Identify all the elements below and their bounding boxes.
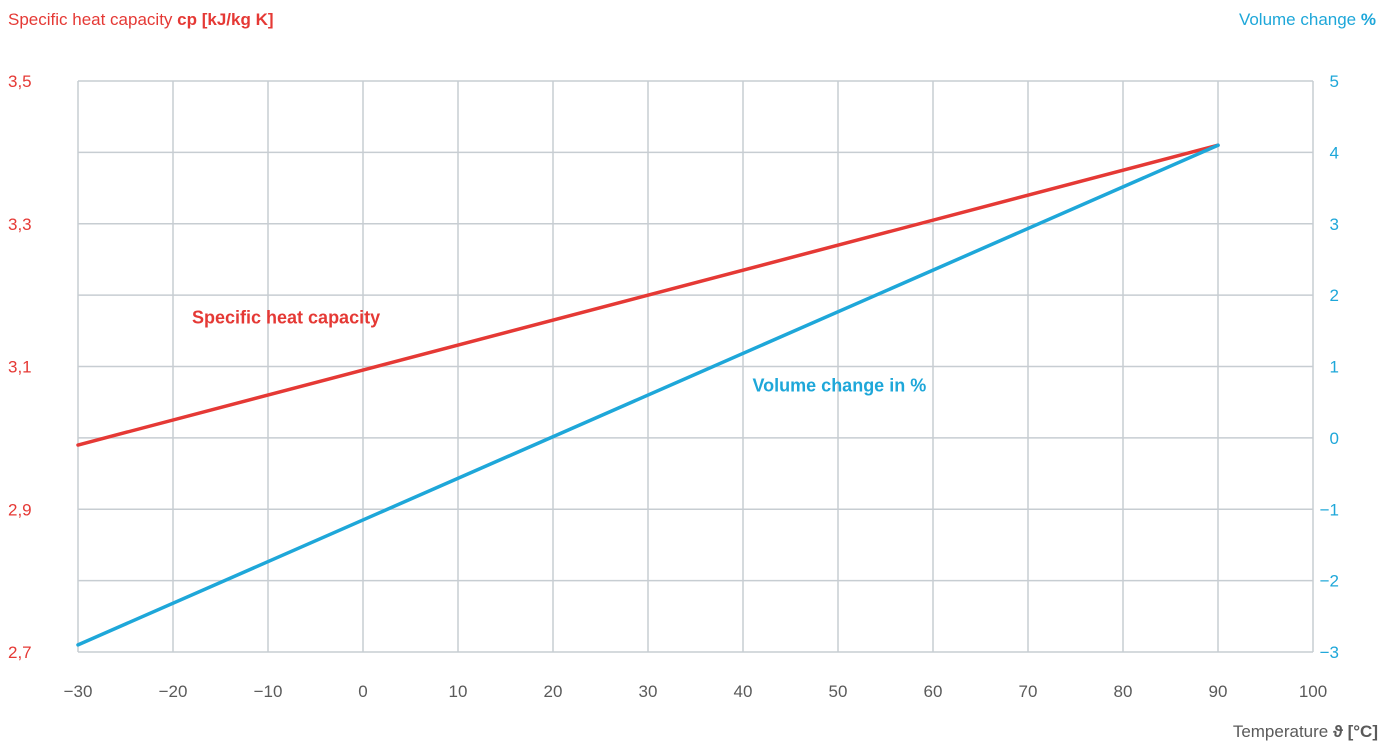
x-axis-tick-label: 80: [1114, 682, 1133, 701]
right-axis-tick-label: 5: [1330, 72, 1339, 91]
x-axis-tick-label: −10: [254, 682, 283, 701]
right-axis-tick-label: 3: [1330, 215, 1339, 234]
left-axis-title-prefix: Specific heat capacity: [8, 10, 173, 29]
right-axis-tick-label: −2: [1320, 572, 1339, 591]
left-axis-tick-label: 3,1: [8, 358, 32, 377]
x-axis-title-unit: ϑ [°C]: [1332, 722, 1378, 741]
x-axis-tick-label: −30: [64, 682, 93, 701]
x-axis-tick-label: 20: [544, 682, 563, 701]
left-axis-tick-label: 3,5: [8, 72, 32, 91]
x-axis-title: Temperature ϑ [°C]: [1233, 722, 1378, 742]
x-axis-title-prefix: Temperature: [1232, 722, 1329, 741]
x-axis-tick-label: 50: [829, 682, 848, 701]
x-axis-tick-label: 60: [924, 682, 943, 701]
x-axis-tick-label: 0: [358, 682, 367, 701]
series-annotation-label: Specific heat capacity: [192, 308, 380, 328]
series-line-volume-change: [76, 143, 1220, 647]
right-axis-tick-label: 0: [1330, 429, 1339, 448]
x-axis-tick-label: 30: [639, 682, 658, 701]
right-axis-tick-label: 1: [1330, 358, 1339, 377]
x-axis-tick-label: −20: [159, 682, 188, 701]
left-axis-tick-label: 3,3: [8, 215, 32, 234]
right-axis-title: Volume change %: [1239, 10, 1376, 30]
x-axis-tick-label: 40: [734, 682, 753, 701]
left-axis-tick-label: 2,9: [8, 500, 32, 519]
left-axis-title: Specific heat capacity cp [kJ/kg K]: [8, 10, 274, 30]
series-annotation-label: Volume change in %: [753, 375, 927, 395]
x-axis-tick-label: 10: [449, 682, 468, 701]
x-axis-tick-label: 70: [1019, 682, 1038, 701]
right-axis-tick-label: 4: [1330, 143, 1339, 162]
left-axis-tick-label: 2,7: [8, 643, 32, 662]
right-axis-title-prefix: Volume change: [1238, 10, 1357, 29]
x-axis-tick-label: 90: [1209, 682, 1228, 701]
right-axis-title-unit: %: [1360, 10, 1376, 29]
left-axis-title-unit: cp [kJ/kg K]: [177, 10, 274, 29]
series-line-heat-capacity: [76, 143, 1220, 447]
right-axis-tick-label: −3: [1320, 643, 1339, 662]
right-axis-tick-label: 2: [1330, 286, 1339, 305]
right-axis-tick-label: −1: [1320, 500, 1339, 519]
x-axis-tick-label: 100: [1299, 682, 1327, 701]
